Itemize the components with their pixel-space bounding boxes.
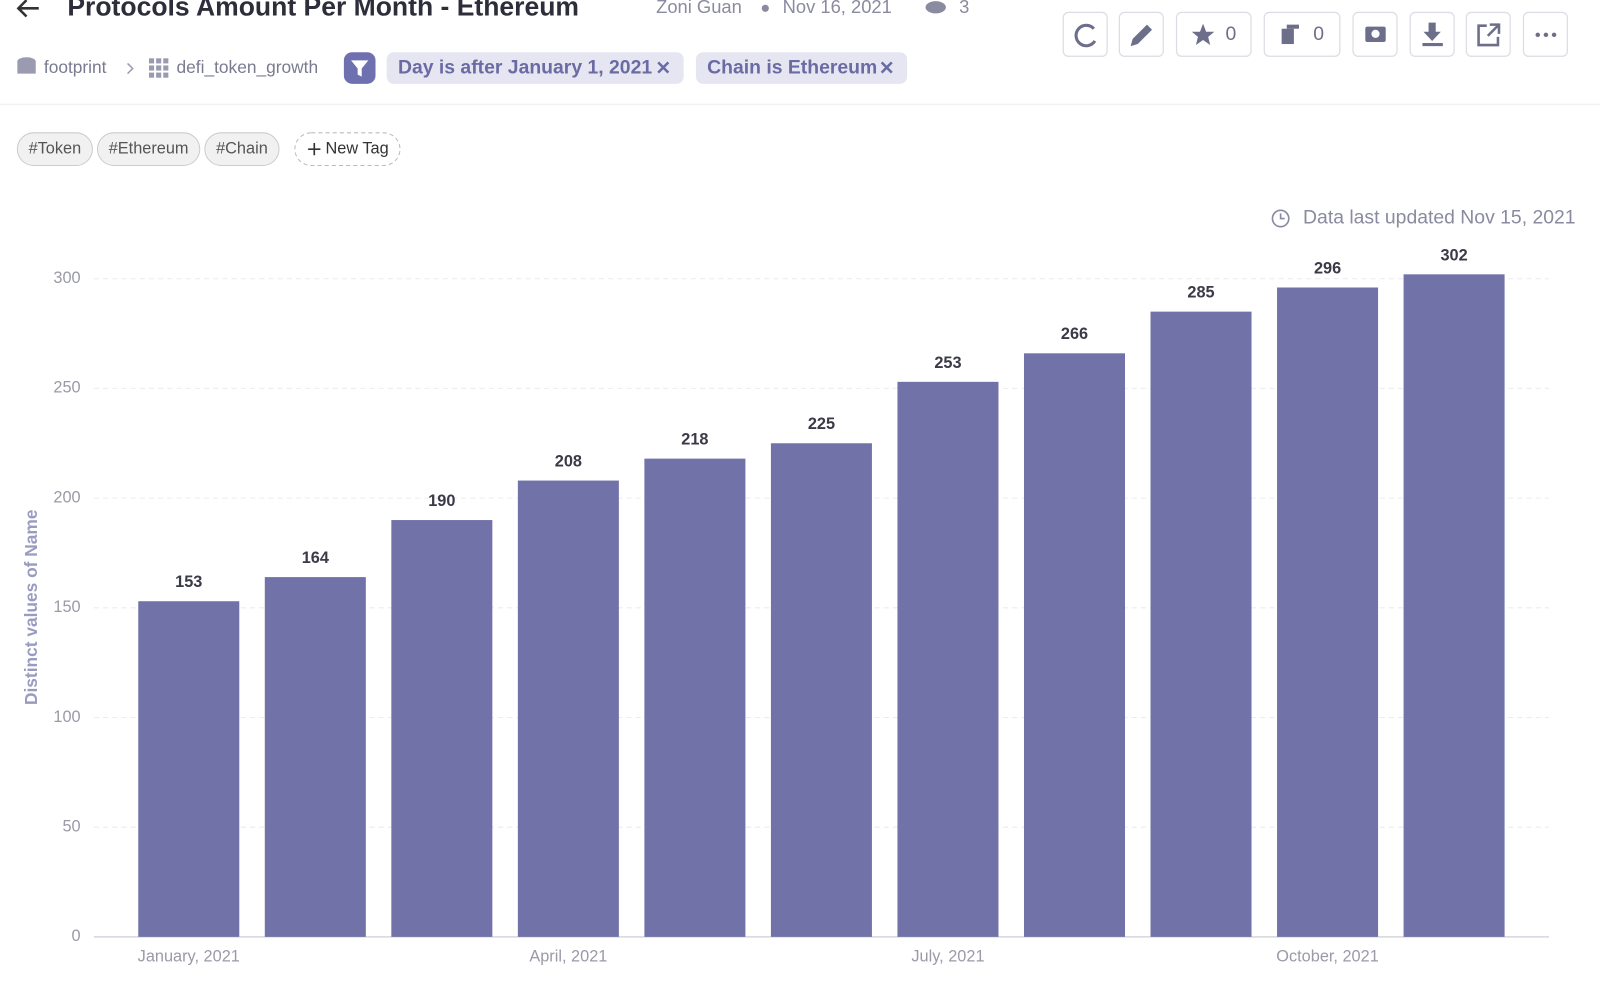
- bar: [1403, 274, 1505, 937]
- plus-icon: [308, 143, 321, 156]
- bar: [897, 381, 999, 937]
- filter-label: Day is after January 1, 2021: [398, 57, 652, 79]
- y-axis-label: Distinct values of Name: [21, 509, 41, 705]
- data-label: 190: [428, 492, 455, 510]
- star-count: 0: [1226, 23, 1237, 45]
- data-label: 296: [1314, 259, 1341, 277]
- data-label: 285: [1187, 284, 1214, 302]
- breadcrumb[interactable]: defi_token_growth: [177, 57, 319, 77]
- clock-hands: [1279, 213, 1285, 220]
- bar: [138, 601, 240, 937]
- copy-icon-top: [1286, 24, 1299, 29]
- new-tag: New Tag: [326, 139, 389, 157]
- bar: [770, 443, 872, 937]
- copy-icon: [1281, 28, 1294, 45]
- tag[interactable]: [96, 132, 201, 166]
- remove-filter[interactable]: [657, 61, 670, 74]
- x-tick-label: October, 2021: [1276, 948, 1378, 966]
- data-label: 208: [555, 453, 582, 471]
- y-tick-label: 100: [53, 708, 80, 726]
- bar: [1277, 287, 1379, 937]
- bar: [644, 458, 746, 937]
- dot: [1543, 32, 1549, 38]
- last-updated: Data last updated Nov 15, 2021: [1303, 207, 1576, 229]
- bar: [517, 480, 619, 937]
- author[interactable]: Zoni Guan: [656, 0, 742, 17]
- data-label: 218: [681, 431, 708, 449]
- tag-label: #Ethereum: [109, 139, 189, 157]
- tag-label: #Chain: [216, 139, 268, 157]
- copy-count: 0: [1313, 23, 1324, 45]
- data-label: 164: [302, 549, 329, 567]
- x-tick-label: July, 2021: [911, 948, 984, 966]
- camera-lens: [1371, 29, 1380, 38]
- filter-label: Chain is Ethereum: [707, 57, 877, 79]
- x-tick-label: April, 2021: [529, 948, 607, 966]
- clock-icon: [1271, 209, 1290, 228]
- tag[interactable]: [204, 132, 280, 166]
- bar: [1150, 311, 1252, 937]
- y-tick-label: 0: [72, 927, 81, 945]
- star-button[interactable]: [1175, 11, 1252, 57]
- data-label: 266: [1061, 325, 1088, 343]
- data-label: 225: [808, 415, 835, 433]
- x-tick-label: January, 2021: [138, 948, 240, 966]
- filter-pill[interactable]: [386, 52, 684, 84]
- edit-icon: [1130, 24, 1153, 47]
- separator: [127, 62, 134, 75]
- refresh-button[interactable]: [1062, 11, 1108, 57]
- data-label: 253: [934, 354, 961, 372]
- data-label: 153: [175, 573, 202, 591]
- tag-label: #Token: [29, 139, 82, 157]
- views: 3: [959, 0, 969, 17]
- back-arrow[interactable]: [16, 0, 39, 18]
- refresh-icon: [1074, 23, 1097, 48]
- bar: [391, 520, 493, 937]
- y-tick-label: 250: [53, 379, 80, 397]
- dot: [761, 4, 769, 12]
- data-label: 302: [1440, 246, 1467, 264]
- download-icon: [1422, 22, 1443, 47]
- bar: [1023, 353, 1125, 937]
- remove-filter[interactable]: [880, 61, 893, 74]
- copy-button[interactable]: [1263, 11, 1341, 57]
- breadcrumb[interactable]: footprint: [44, 57, 107, 77]
- dot: [1535, 32, 1541, 38]
- chart: 0 50 100 150 200 250 300 January, 2021 153 164 190…: [53, 246, 1549, 966]
- y-tick-label: 200: [53, 488, 80, 506]
- db-icon-body: [17, 61, 36, 74]
- new-tag-button[interactable]: [294, 132, 401, 166]
- title: Protocols Amount Per Month - Ethereum: [67, 0, 579, 21]
- tag-list: #Token #Ethereum #Chain: [16, 132, 280, 166]
- bar: [264, 577, 366, 937]
- date: Nov 16, 2021: [783, 0, 892, 17]
- share-icon: [1477, 23, 1501, 47]
- y-tick-label: 150: [53, 598, 80, 616]
- tag[interactable]: [16, 132, 93, 166]
- views-icon: [925, 1, 946, 14]
- y-tick-label: 50: [62, 818, 80, 836]
- filter-pill[interactable]: [695, 52, 908, 84]
- y-tick-label: 300: [53, 269, 80, 287]
- dot: [1551, 32, 1557, 38]
- star-icon: [1191, 23, 1215, 46]
- filter-icon: [351, 60, 369, 77]
- grid-icon: [148, 58, 169, 78]
